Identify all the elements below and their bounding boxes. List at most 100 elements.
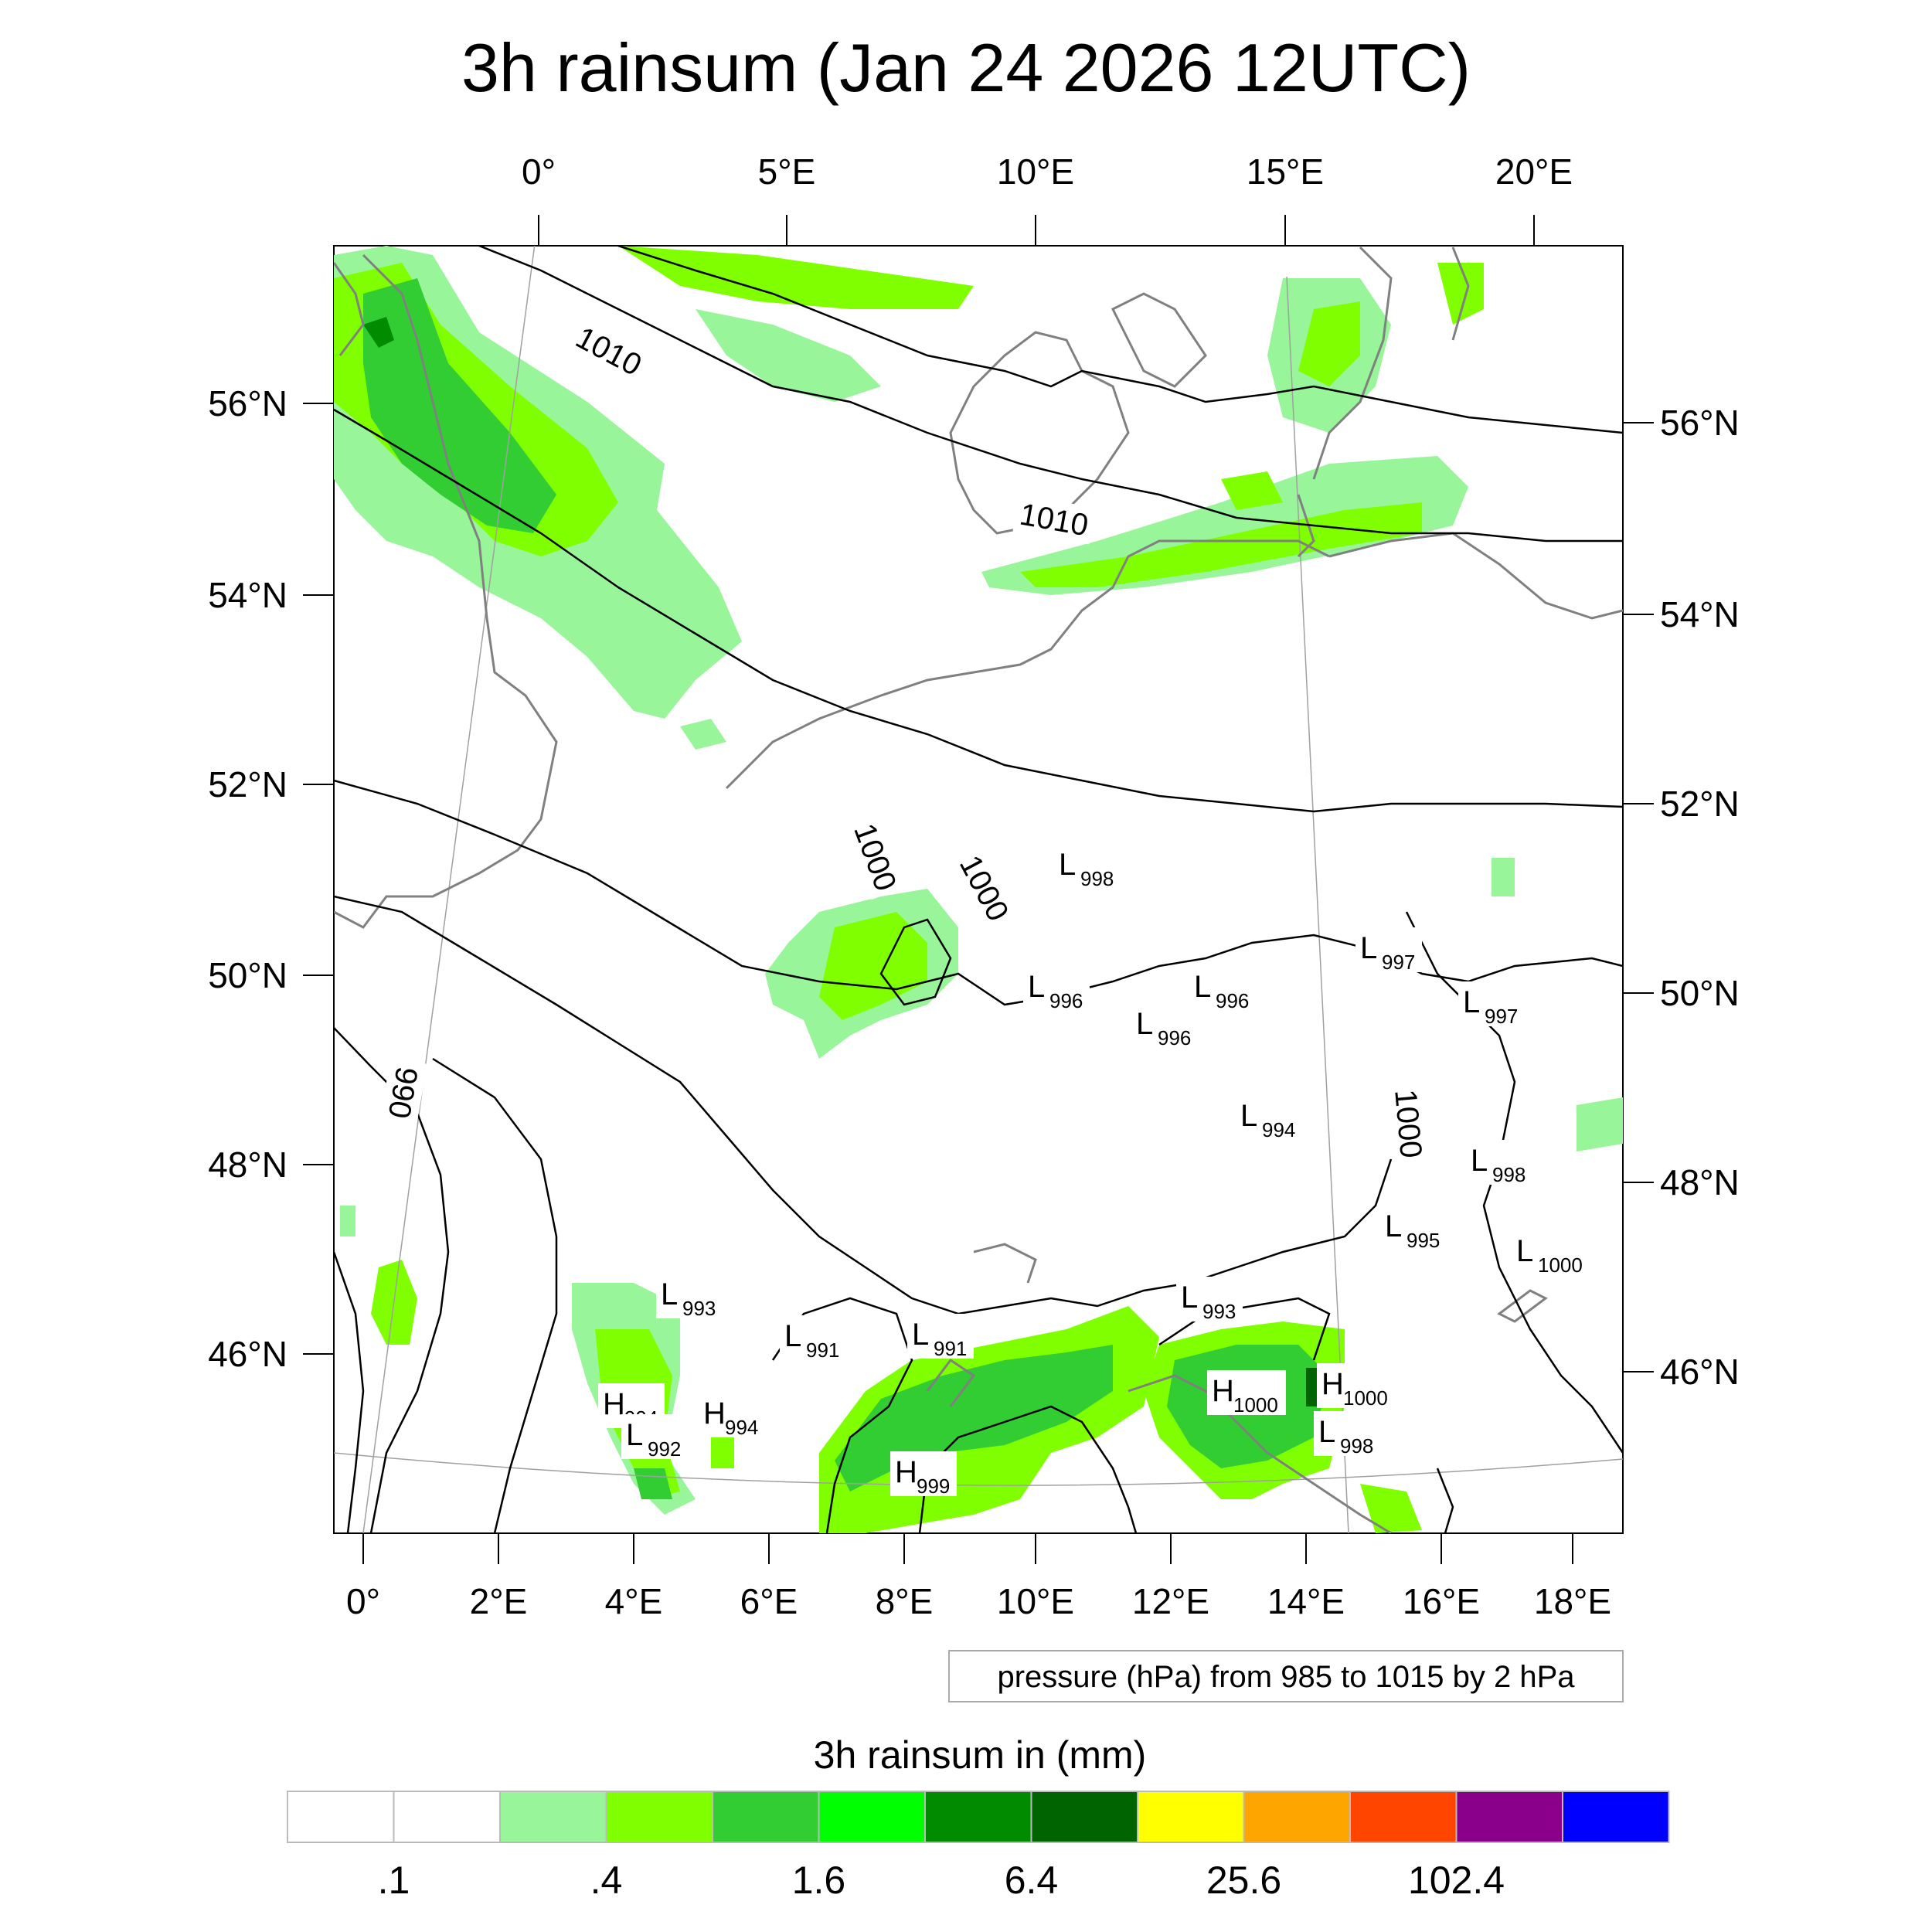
low-pressure-marker: L 997 xyxy=(1458,981,1525,1028)
high-pressure-marker: H 999 xyxy=(890,1451,957,1498)
bottom-lon-label: 6°E xyxy=(740,1581,798,1621)
low-pressure-marker: L 996 xyxy=(1189,966,1256,1012)
top-lon-label: 0° xyxy=(522,151,556,192)
low-pressure-marker: L 994 xyxy=(1236,1095,1302,1141)
svg-text:997: 997 xyxy=(1485,1005,1518,1028)
left-lat-label: 50°N xyxy=(208,955,287,995)
svg-text:999: 999 xyxy=(917,1475,950,1498)
low-pressure-marker: L 998 xyxy=(1314,1411,1380,1458)
svg-text:997: 997 xyxy=(1382,951,1415,974)
right-lat-label: 54°N xyxy=(1660,594,1740,634)
svg-text:L: L xyxy=(626,1418,643,1452)
svg-text:994: 994 xyxy=(1262,1118,1295,1141)
left-lat-label: 48°N xyxy=(208,1145,287,1185)
right-lat-label: 48°N xyxy=(1660,1162,1740,1202)
right-lat-label: 50°N xyxy=(1660,973,1740,1013)
colorbar-label: 6.4 xyxy=(1005,1859,1059,1902)
colorbar-swatch xyxy=(924,1791,1032,1843)
bottom-lon-label: 8°E xyxy=(876,1581,934,1621)
bottom-lon-label: 10°E xyxy=(997,1581,1074,1621)
colorbar-swatch xyxy=(605,1791,713,1843)
bottom-lon-label: 4°E xyxy=(605,1581,663,1621)
svg-text:998: 998 xyxy=(1080,867,1114,890)
svg-text:994: 994 xyxy=(725,1416,758,1439)
top-lon-label: 15°E xyxy=(1247,151,1324,192)
axis-labels: 0° 5°E 10°E 15°E 20°E 0° 2°E 4°E 6°E 8°E 10°E 12°E 1… xyxy=(208,151,1740,1621)
bottom-lon-label: 16°E xyxy=(1403,1581,1480,1621)
svg-text:L: L xyxy=(912,1318,929,1352)
colorbar-label: 102.4 xyxy=(1408,1859,1505,1902)
low-pressure-marker: L 992 xyxy=(621,1414,688,1461)
colorbar-swatch xyxy=(1030,1791,1138,1843)
low-pressure-marker: L 998 xyxy=(1054,844,1121,890)
colorbar-title: 3h rainsum in (mm) xyxy=(814,1733,1147,1777)
svg-text:L: L xyxy=(1059,848,1076,882)
svg-text:991: 991 xyxy=(934,1337,967,1360)
colorbar-label: .4 xyxy=(590,1859,623,1902)
low-pressure-marker: L 996 xyxy=(1023,966,1090,1012)
svg-text:H: H xyxy=(1212,1374,1234,1408)
low-pressure-marker: L 991 xyxy=(780,1315,846,1362)
svg-text:L: L xyxy=(1463,985,1480,1019)
colorbar-swatch xyxy=(499,1791,607,1843)
svg-text:998: 998 xyxy=(1492,1163,1526,1186)
svg-text:L: L xyxy=(1028,970,1045,1004)
right-lat-label: 46°N xyxy=(1660,1352,1740,1392)
low-pressure-marker: L 991 xyxy=(907,1314,974,1360)
colorbar-swatch xyxy=(1349,1791,1458,1843)
right-lat-label: 52°N xyxy=(1660,784,1740,824)
rain-streaks-north xyxy=(618,246,1484,433)
svg-text:H: H xyxy=(703,1396,726,1430)
svg-text:998: 998 xyxy=(1340,1434,1373,1458)
high-pressure-marker: H 1000 xyxy=(1207,1370,1286,1417)
svg-text:1000: 1000 xyxy=(1343,1386,1388,1410)
colorbar-swatch xyxy=(1243,1791,1351,1843)
left-lat-label: 54°N xyxy=(208,575,287,615)
graticule xyxy=(334,246,1623,1533)
colorbar-swatch xyxy=(393,1791,501,1843)
colorbar-swatch xyxy=(1137,1791,1245,1843)
low-pressure-marker: L 1000 xyxy=(1512,1230,1590,1277)
svg-text:992: 992 xyxy=(648,1437,681,1461)
bottom-lon-label: 12°E xyxy=(1132,1581,1209,1621)
top-lon-label: 10°E xyxy=(997,151,1074,192)
svg-text:L: L xyxy=(1360,931,1377,965)
colorbar-swatch xyxy=(287,1791,395,1843)
colorbar-label: 25.6 xyxy=(1206,1859,1281,1902)
colorbar-swatch xyxy=(712,1791,820,1843)
svg-text:995: 995 xyxy=(1406,1229,1440,1252)
svg-text:L: L xyxy=(1471,1144,1488,1178)
low-pressure-marker: L 997 xyxy=(1355,927,1422,974)
svg-text:991: 991 xyxy=(806,1338,839,1362)
low-pressure-marker: L 993 xyxy=(656,1274,723,1320)
high-pressure-marker: H 1000 xyxy=(1317,1363,1396,1410)
low-pressure-marker: L 995 xyxy=(1380,1206,1447,1252)
svg-text:L: L xyxy=(1385,1209,1402,1243)
rain-area-central xyxy=(765,858,1623,1151)
top-lon-label: 5°E xyxy=(758,151,816,192)
pressure-contours xyxy=(334,246,1623,1533)
svg-text:1000: 1000 xyxy=(1538,1253,1583,1277)
left-lat-label: 52°N xyxy=(208,764,287,804)
svg-text:H: H xyxy=(895,1455,917,1489)
svg-text:L: L xyxy=(1516,1234,1533,1268)
left-lat-label: 56°N xyxy=(208,383,287,423)
svg-text:L: L xyxy=(661,1277,678,1311)
contour-label-1000-c: 1000 xyxy=(1388,1088,1428,1159)
svg-text:996: 996 xyxy=(1158,1026,1191,1049)
bottom-lon-label: 0° xyxy=(346,1581,380,1621)
svg-text:L: L xyxy=(1194,970,1211,1004)
right-lat-label: 56°N xyxy=(1660,403,1740,443)
svg-text:993: 993 xyxy=(682,1297,716,1320)
contour-info-text: pressure (hPa) from 985 to 1015 by 2 hPa xyxy=(997,1660,1575,1694)
left-lat-label: 46°N xyxy=(208,1334,287,1374)
colorbar-swatch xyxy=(1455,1791,1563,1843)
svg-text:1000: 1000 xyxy=(1233,1393,1278,1417)
svg-text:L: L xyxy=(1318,1415,1335,1449)
colorbar-swatch xyxy=(818,1791,926,1843)
colorbar-label: .1 xyxy=(378,1859,410,1902)
